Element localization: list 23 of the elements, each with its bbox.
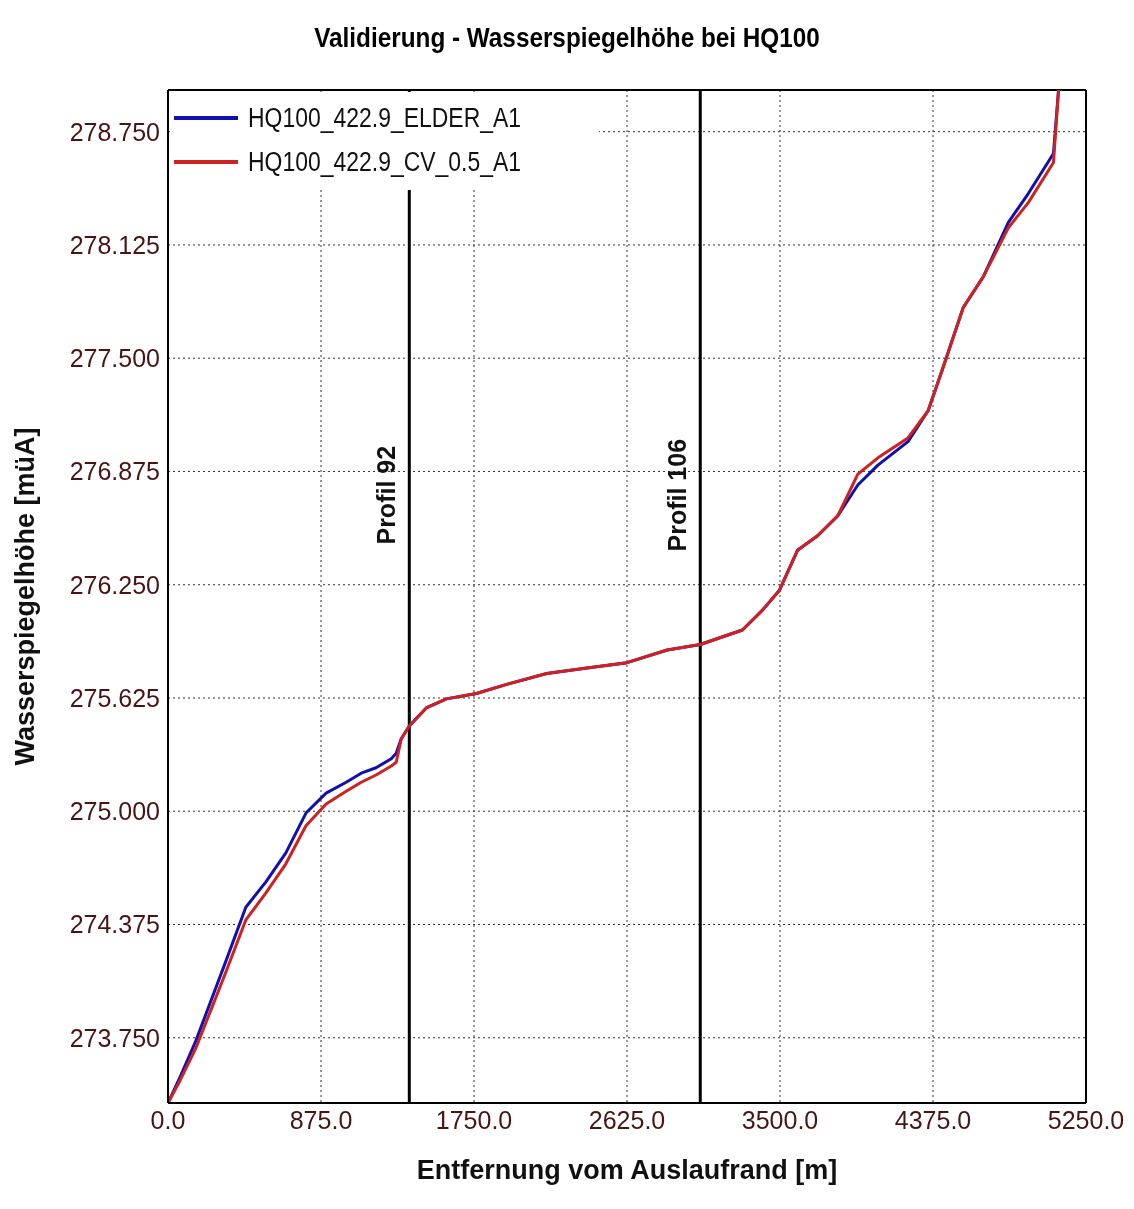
y-tick-label: 276.875 [69, 457, 160, 486]
y-tick-label: 278.125 [69, 230, 160, 259]
y-tick-label: 274.375 [69, 910, 160, 939]
x-axis-title: Entfernung vom Auslaufrand [m] [416, 1155, 838, 1185]
chart-title: Validierung - Wasserspiegelhöhe bei HQ100 [313, 22, 821, 55]
ref-line-label: Profil 106 [663, 438, 692, 552]
y-tick-label: 277.500 [69, 344, 160, 373]
legend-label: HQ100_422.9_ELDER_A1 [248, 102, 522, 134]
y-tick-label: 276.250 [69, 570, 160, 599]
y-axis-title: Wasserspiegelhöhe [müA] [9, 427, 40, 766]
x-tick-label: 5250.0 [1047, 1105, 1125, 1134]
x-tick-label: 875.0 [289, 1105, 353, 1134]
y-tick-label: 275.625 [69, 683, 160, 712]
x-tick-label: 0.0 [150, 1105, 186, 1134]
y-tick-label: 275.000 [69, 797, 160, 826]
legend-label: HQ100_422.9_CV_0.5_A1 [248, 146, 522, 178]
x-tick-label: 3500.0 [741, 1105, 819, 1134]
ref-line-label: Profil 92 [372, 445, 401, 545]
y-tick-label: 278.750 [69, 117, 160, 146]
x-tick-label: 4375.0 [894, 1105, 972, 1134]
x-tick-label: 2625.0 [588, 1105, 666, 1134]
y-tick-label: 273.750 [69, 1023, 160, 1052]
x-tick-label: 1750.0 [435, 1105, 513, 1134]
